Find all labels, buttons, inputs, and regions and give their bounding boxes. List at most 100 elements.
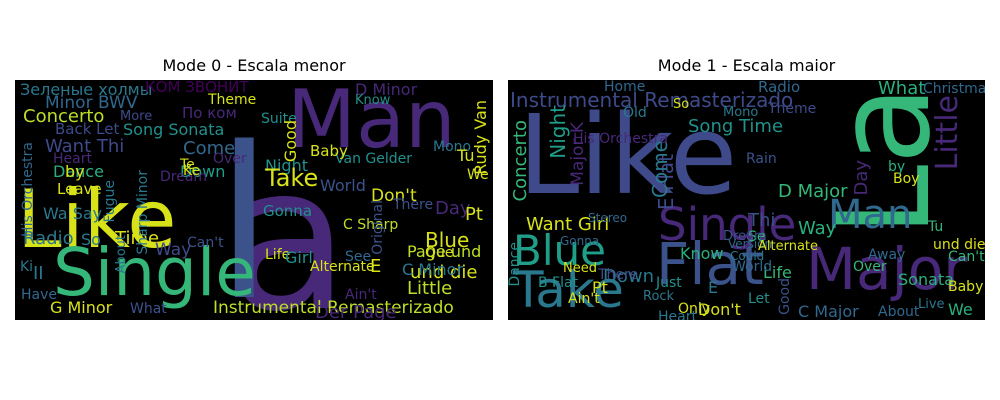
word: D Major	[778, 181, 848, 202]
word: Good	[281, 120, 300, 163]
word: Blue	[513, 226, 606, 275]
word: Man	[287, 80, 456, 166]
word: So	[81, 230, 101, 249]
word: Day	[435, 198, 471, 219]
word: und die	[933, 237, 985, 253]
word: Dance	[508, 242, 523, 287]
word: We	[948, 300, 973, 319]
word: Thi	[748, 210, 776, 231]
word: Old	[623, 105, 647, 121]
word: Don't	[371, 186, 417, 206]
word: a	[227, 123, 350, 321]
word: Like	[17, 173, 177, 266]
word: Night	[546, 105, 570, 159]
word: Baby	[948, 279, 984, 295]
word: Concerto	[23, 106, 105, 127]
word: Single	[53, 234, 256, 311]
word: E	[708, 278, 719, 297]
word: Good	[777, 278, 793, 315]
word: Boy	[893, 171, 920, 187]
word: Take	[513, 261, 624, 319]
word: Sonata	[898, 270, 954, 289]
word: Mono	[723, 105, 759, 120]
word: Theme	[768, 101, 817, 117]
word: Can't	[187, 235, 224, 251]
word: Mono	[433, 139, 472, 155]
word: Gonna	[560, 234, 600, 248]
word: Want Thi	[45, 136, 125, 157]
word: What	[130, 301, 167, 317]
panel-title-mode-1: Mode 1 - Escala maior	[657, 56, 836, 75]
word: Life	[265, 247, 291, 263]
word: Gonna	[263, 202, 313, 220]
word: Over	[213, 151, 247, 167]
word: Rudy Van	[471, 100, 490, 175]
word: Stereo	[588, 211, 628, 225]
word: Only	[678, 301, 711, 317]
word-cloud-mode-1: Like La Flat Major Take Blue Single Man Little In…	[508, 80, 985, 320]
word: Page und	[407, 242, 482, 261]
word: About	[878, 304, 920, 320]
word: Version	[728, 237, 773, 251]
word: See	[345, 249, 372, 265]
word: Blue	[425, 228, 470, 252]
word: Ain't	[345, 287, 377, 303]
word: Know	[680, 244, 724, 263]
word: Come	[183, 138, 236, 159]
word: Original	[370, 200, 386, 255]
word: Pt	[465, 204, 483, 225]
word: Зеленые холмы	[20, 80, 153, 99]
word: Rain	[746, 151, 777, 167]
word: Take	[265, 164, 319, 192]
word: Way	[155, 240, 192, 260]
word: C Minor	[402, 260, 464, 279]
word: Concerto	[510, 120, 531, 202]
word: Single	[658, 198, 797, 251]
panel-title-mode-0: Mode 0 - Escala menor	[162, 56, 346, 75]
word: l	[215, 102, 274, 321]
word: Home	[604, 80, 646, 95]
word: Want Girl	[526, 214, 610, 235]
word: Down	[180, 162, 226, 181]
word: Have	[21, 287, 58, 303]
word: Sharp Minor	[135, 170, 151, 255]
word: His Orchestra	[20, 142, 36, 237]
word: Could	[730, 249, 765, 263]
word: There	[393, 197, 434, 213]
word: Ki	[20, 259, 34, 275]
word: Radio	[758, 80, 801, 96]
word: About	[114, 235, 129, 274]
word-cloud-mode-0: a Like l Single Man Instrumental Remasterizad…	[15, 80, 493, 320]
word: Life	[763, 263, 792, 282]
word: Can't	[948, 249, 985, 265]
word: Baby	[310, 142, 348, 160]
word: His Orchestra	[573, 131, 668, 147]
word: Heart	[53, 151, 92, 167]
word: D Minor	[355, 80, 418, 99]
word: Down	[603, 266, 655, 287]
word: Rock	[643, 289, 675, 304]
word: Se	[748, 229, 766, 245]
word: Minor BWV	[45, 93, 138, 113]
word: Just	[656, 275, 682, 291]
word: und die	[410, 262, 478, 283]
word: Instrumental Remasterizado	[213, 298, 454, 318]
word: Man	[828, 192, 913, 238]
word: Live	[918, 297, 945, 312]
word: Suite	[261, 111, 297, 127]
word: Like	[518, 91, 738, 219]
word: Fugue	[102, 180, 118, 223]
word: Que	[425, 245, 454, 261]
word: Der Page	[315, 302, 397, 321]
word: Tu	[928, 219, 944, 235]
word: Alternate	[310, 259, 375, 275]
word: Instrumental Remasterizado	[510, 88, 794, 112]
word: Song Time	[688, 116, 784, 137]
word: Major	[806, 235, 968, 303]
word: World	[732, 259, 773, 275]
word: World	[320, 176, 366, 195]
word: Know	[355, 93, 391, 108]
word: Girl	[285, 248, 313, 267]
word: Way	[798, 218, 837, 239]
word: Away	[868, 247, 906, 263]
